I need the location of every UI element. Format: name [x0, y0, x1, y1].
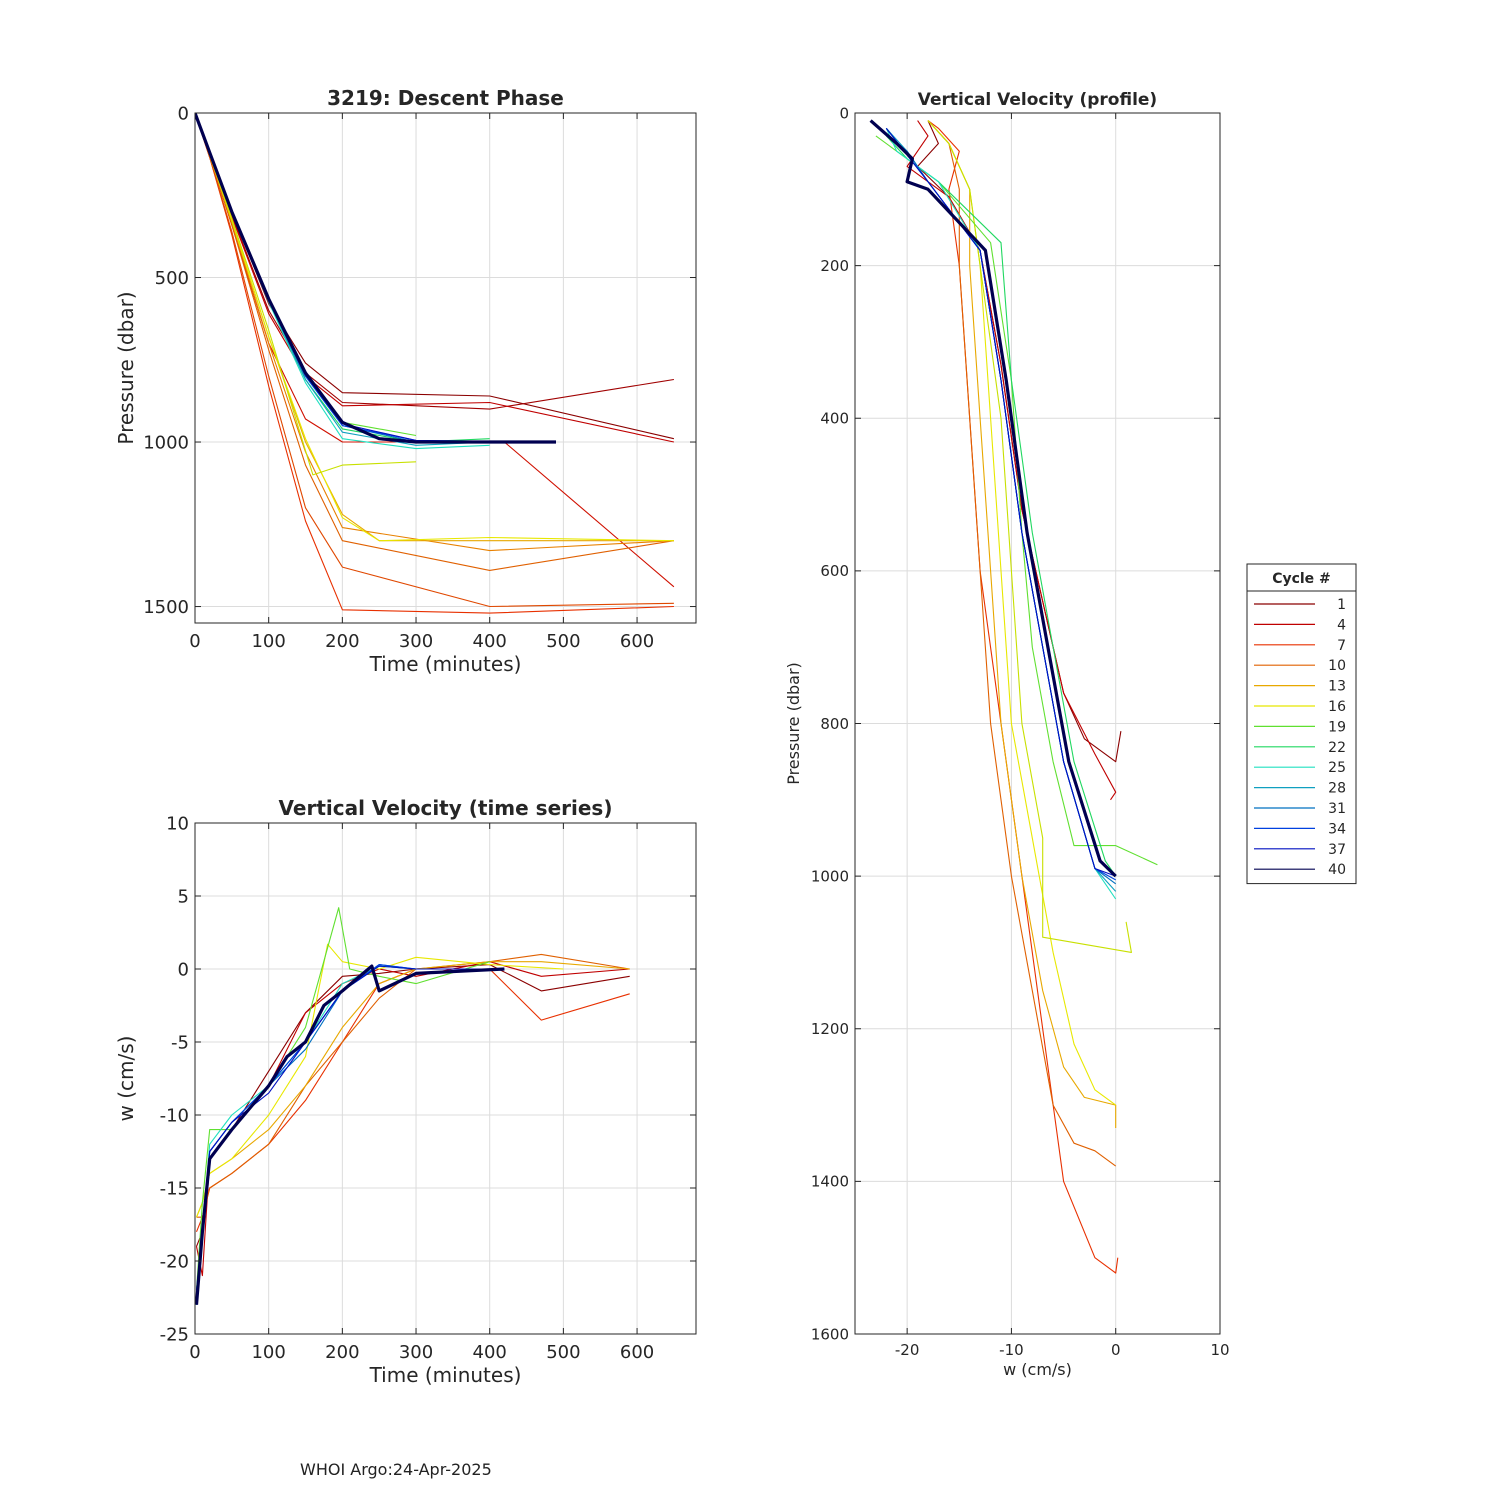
axes-vts: 0 100 200 300 400 500 600 10 5 0 -5 -10 -15 -20 -25 Ver… — [114, 796, 697, 1387]
tick-label-y: 1000 — [811, 867, 849, 885]
tick-label-y: 5 — [178, 886, 189, 907]
tick-label-x: 600 — [620, 1342, 654, 1363]
y-axis-label: w (cm/s) — [114, 1036, 138, 1122]
tick-label-y: 1500 — [143, 597, 189, 618]
x-axis-label: Time (minutes) — [369, 1363, 522, 1387]
x-axis-label: w (cm/s) — [1003, 1360, 1072, 1379]
tick-label-y: 10 — [166, 813, 189, 834]
legend-label: 40 — [1328, 862, 1346, 878]
grid — [194, 112, 696, 623]
tick-label-x: 400 — [473, 631, 507, 652]
tick-label-x: 0 — [189, 1342, 200, 1363]
axes-frame — [194, 112, 697, 624]
tick-label-x: 0 — [189, 631, 200, 652]
axes-descent: 0 100 200 300 400 500 600 0 500 1000 1500 3219: Des… — [114, 86, 697, 676]
plot-area — [195, 823, 696, 1334]
axes-frame — [194, 822, 697, 1335]
series-line-cycle-8 — [195, 113, 674, 608]
tick-label-y: 200 — [820, 257, 849, 275]
legend-label: 25 — [1328, 760, 1346, 776]
chart-title: Vertical Velocity (time series) — [279, 796, 613, 820]
tick-label-x: 300 — [399, 1342, 433, 1363]
tick-label-x: 400 — [473, 1342, 507, 1363]
series-line-cycle-40 — [869, 119, 1117, 878]
series-line-cycle-7 — [927, 120, 1119, 1274]
tick-label-y: 400 — [820, 410, 849, 428]
legend-label: 37 — [1328, 842, 1346, 858]
chart-title: Vertical Velocity (profile) — [918, 90, 1157, 110]
legend-label: 31 — [1328, 801, 1346, 817]
series-line-cycle-40 — [195, 964, 505, 1305]
tick-label-x: 100 — [251, 1342, 285, 1363]
tick-label-y: 1400 — [811, 1173, 849, 1191]
tick-label-x: 200 — [325, 1342, 359, 1363]
legend-box — [1246, 563, 1357, 885]
series-line-cycle-37 — [885, 127, 1116, 877]
series-line-cycle-10 — [196, 953, 630, 1218]
legend-label: 34 — [1328, 821, 1346, 837]
tick-label-x: 0 — [1111, 1341, 1121, 1359]
series-group — [195, 907, 630, 1305]
tick-label-x: -10 — [999, 1341, 1024, 1359]
tick-label-y: 800 — [820, 715, 849, 733]
series-line-cycle-40 — [195, 113, 556, 444]
tick-label-x: 300 — [399, 631, 433, 652]
series-line-cycle-10 — [927, 120, 1117, 1167]
y-axis-label: Pressure (dbar) — [784, 662, 803, 785]
tick-label-y: 0 — [839, 104, 849, 122]
legend-title: Cycle # — [1272, 571, 1331, 587]
tick-label-x: 600 — [620, 631, 654, 652]
ticks: 0 100 200 300 400 500 600 10 5 0 -5 -10 -15 -20 -25 — [160, 813, 696, 1363]
tick-label-y: 500 — [155, 268, 189, 289]
tick-label-y: -10 — [160, 1105, 189, 1126]
tick-label-y: 1600 — [811, 1325, 849, 1343]
tick-label-y: 600 — [820, 562, 849, 580]
y-axis-label: Pressure (dbar) — [114, 291, 138, 444]
tick-label-x: -20 — [895, 1341, 920, 1359]
axes-vprof: -20 -10 0 1002004006008001000120014001600Ve… — [784, 90, 1230, 1379]
legend-label: 4 — [1337, 617, 1346, 633]
series-group — [195, 113, 675, 614]
x-axis-label: Time (minutes) — [369, 652, 522, 676]
legend: Cycle # 1 4 7 10 13 16 19 22 25 28 31 34 37 40 — [1246, 563, 1357, 885]
tick-label-y: -20 — [160, 1251, 189, 1272]
tick-label-x: 500 — [546, 631, 580, 652]
tick-label-y: 1200 — [811, 1020, 849, 1038]
ticks: 0 100 200 300 400 500 600 0 500 1000 1500 — [143, 103, 696, 652]
plot-area — [195, 113, 696, 623]
tick-label-x: 10 — [1210, 1341, 1229, 1359]
footer-timestamp: WHOI Argo:24-Apr-2025 — [300, 1460, 492, 1479]
tick-label-y: 1000 — [143, 432, 189, 453]
chart-title: 3219: Descent Phase — [327, 86, 564, 110]
legend-label: 13 — [1328, 679, 1346, 695]
legend-label: 19 — [1328, 719, 1346, 735]
legend-label: 10 — [1328, 658, 1346, 674]
tick-label-y: -5 — [171, 1032, 189, 1053]
tick-label-x: 200 — [325, 631, 359, 652]
tick-label-y: 0 — [178, 103, 189, 124]
legend-label: 28 — [1328, 781, 1346, 797]
tick-label-y: -25 — [160, 1324, 189, 1345]
series-group — [869, 119, 1158, 1274]
tick-label-y: -15 — [160, 1178, 189, 1199]
tick-label-y: 0 — [178, 959, 189, 980]
legend-label: 22 — [1328, 740, 1346, 756]
series-line-cycle-17 — [927, 120, 1132, 953]
tick-label-x: 500 — [546, 1342, 580, 1363]
legend-label: 16 — [1328, 699, 1346, 715]
legend-label: 1 — [1337, 597, 1346, 613]
tick-label-x: 100 — [251, 631, 285, 652]
legend-label: 7 — [1337, 638, 1346, 654]
series-line-cycle-19 — [195, 907, 490, 1291]
